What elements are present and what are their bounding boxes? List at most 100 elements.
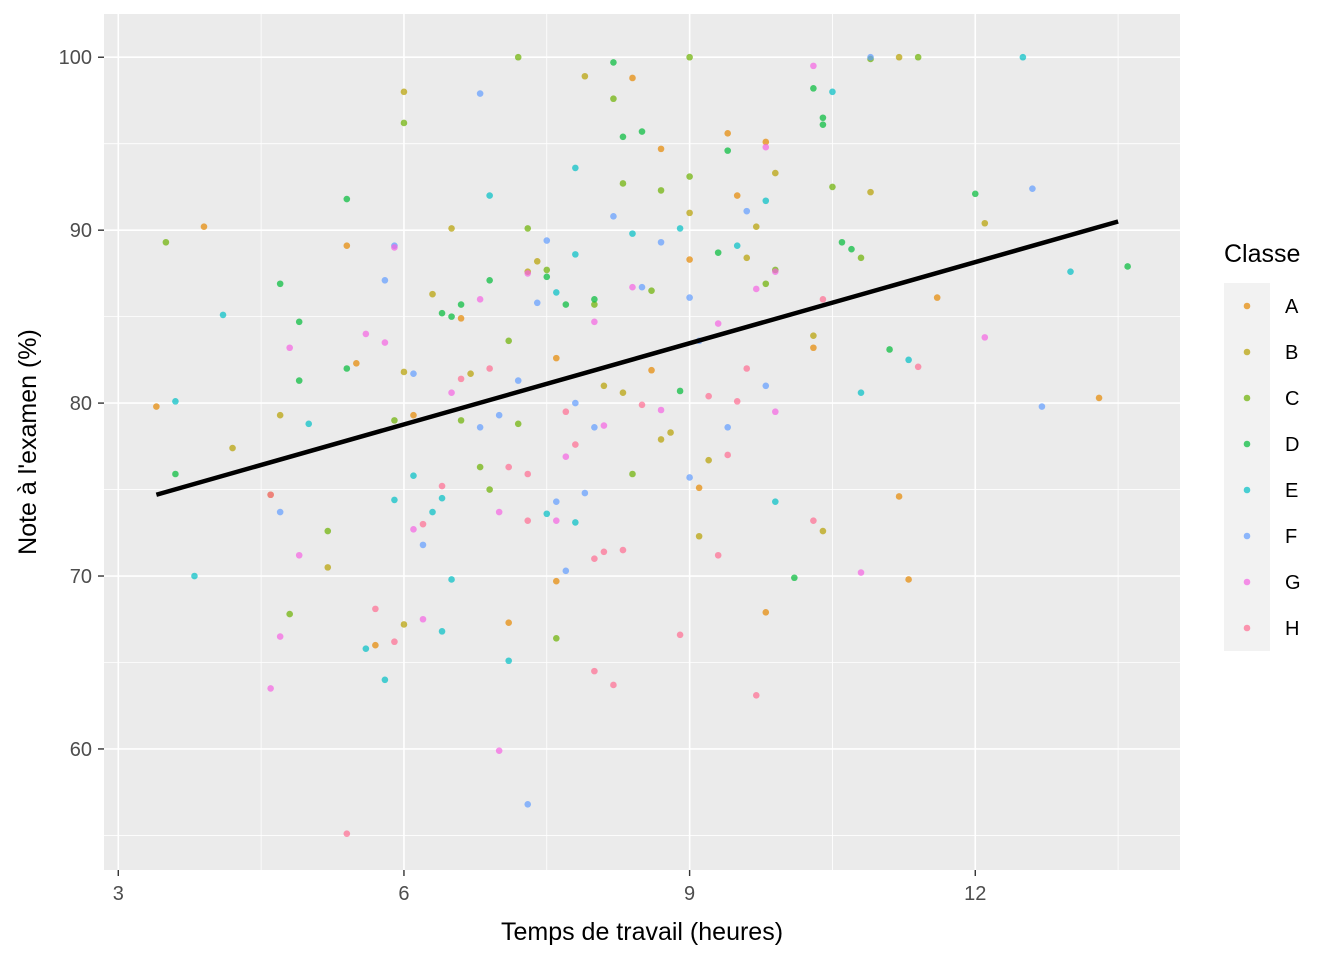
data-point (543, 510, 551, 518)
data-point (505, 337, 512, 345)
data-point (486, 365, 493, 372)
legend-key-G (1243, 578, 1251, 586)
data-point (391, 638, 398, 646)
data-point (572, 519, 579, 526)
y-axis-title: Note à l'examen (%) (14, 329, 42, 555)
data-point (362, 645, 370, 652)
data-point (495, 411, 503, 419)
legend-key-F (1243, 532, 1251, 540)
x-axis-title: Temps de travail (heures) (501, 918, 783, 946)
y-axis-ticks: 60 70 80 90 100 (59, 47, 104, 761)
data-point (657, 187, 665, 194)
data-point (1019, 53, 1027, 61)
data-point (476, 296, 484, 303)
data-point (295, 377, 303, 384)
data-point (733, 398, 741, 405)
data-point (857, 254, 865, 262)
data-point (743, 365, 751, 372)
data-point (553, 498, 560, 505)
data-point (448, 389, 455, 397)
data-point (686, 256, 693, 263)
data-point (172, 398, 179, 405)
data-point (562, 301, 570, 308)
data-point (267, 685, 274, 692)
data-point (391, 496, 398, 504)
data-point (905, 576, 912, 583)
data-point (572, 399, 579, 407)
plot-panel (104, 14, 1180, 870)
data-point (572, 441, 579, 448)
data-point (724, 424, 731, 431)
data-point (486, 486, 493, 493)
legend-key-E (1243, 486, 1251, 494)
data-point (391, 244, 398, 251)
data-point (791, 574, 798, 582)
data-point (619, 389, 627, 397)
data-point (553, 577, 560, 585)
series-E (172, 53, 1074, 684)
data-point (514, 420, 522, 428)
data-point (657, 238, 665, 246)
legend-label-B: B (1285, 342, 1298, 364)
data-point (714, 249, 722, 256)
legend-label-F: F (1285, 526, 1297, 548)
data-point (1124, 263, 1131, 270)
data-point (381, 676, 389, 684)
series-H (267, 296, 922, 837)
data-point (419, 541, 427, 549)
data-point (353, 360, 360, 367)
data-point (486, 277, 493, 284)
trend-line (155, 219, 1119, 497)
data-point (971, 190, 979, 198)
series-A (153, 74, 1103, 649)
data-point (533, 299, 541, 307)
data-point (752, 223, 760, 231)
legend-label-C: C (1285, 388, 1299, 410)
data-point (219, 311, 227, 319)
y-tick-label: 100 (59, 47, 92, 69)
data-point (762, 143, 770, 151)
data-point (457, 375, 465, 383)
x-axis-ticks: 3 6 9 12 (113, 870, 986, 905)
data-point (505, 657, 512, 665)
data-point (372, 605, 379, 613)
data-point (648, 287, 655, 294)
data-point (505, 619, 512, 627)
data-point (638, 283, 646, 291)
data-point (810, 344, 817, 352)
data-point (810, 62, 817, 70)
data-point (619, 180, 627, 187)
data-point (438, 482, 446, 490)
data-point (886, 346, 893, 353)
data-point (267, 491, 274, 499)
data-point (286, 610, 293, 618)
data-point (638, 128, 646, 135)
legend-key-A (1243, 302, 1251, 310)
legend-title: Classe (1224, 240, 1300, 268)
data-point (895, 493, 903, 500)
y-tick-label: 90 (70, 220, 92, 242)
data-point (819, 114, 827, 122)
data-point (524, 225, 532, 232)
legend-label-H: H (1285, 618, 1299, 640)
y-tick-label: 60 (70, 739, 92, 761)
data-point (543, 237, 551, 244)
data-point (372, 641, 379, 649)
data-point (276, 280, 284, 288)
data-point (629, 74, 636, 82)
data-point (581, 72, 589, 80)
data-point (819, 296, 827, 303)
data-point (591, 555, 598, 563)
data-point (762, 280, 770, 288)
data-point (410, 411, 417, 419)
data-point (591, 667, 598, 675)
data-point (572, 251, 579, 258)
data-point (619, 133, 627, 141)
data-point (343, 242, 351, 250)
data-point (914, 53, 922, 61)
data-point (514, 53, 522, 61)
data-point (400, 88, 408, 96)
data-point (686, 209, 693, 217)
data-point (457, 315, 465, 322)
